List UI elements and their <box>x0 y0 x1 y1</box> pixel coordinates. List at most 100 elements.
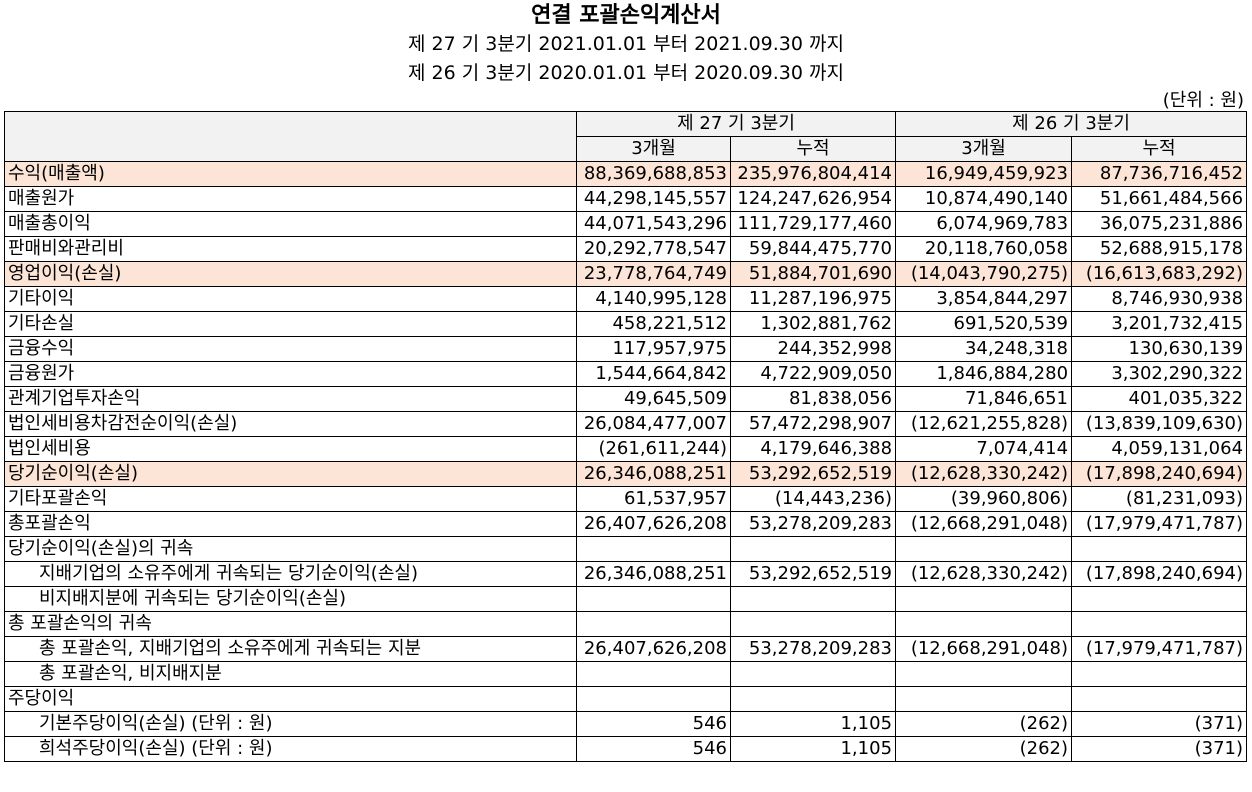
row-value: 53,278,209,283 <box>729 511 897 537</box>
row-label: 주당이익 <box>4 686 577 712</box>
row-value: 26,346,088,251 <box>576 561 731 587</box>
row-value <box>576 611 731 637</box>
row-value: 11,287,196,975 <box>729 286 897 312</box>
row-label: 비지배지분에 귀속되는 당기순이익(손실) <box>4 586 577 612</box>
row-label: 법인세비용 <box>4 436 577 462</box>
row-value <box>1071 686 1248 712</box>
row-value: (12,628,330,242) <box>895 461 1073 487</box>
row-value: 20,292,778,547 <box>576 236 731 262</box>
row-value: (17,898,240,694) <box>1071 461 1248 487</box>
row-value <box>895 611 1073 637</box>
row-value <box>895 586 1073 612</box>
row-value <box>1071 586 1248 612</box>
row-value: 8,746,930,938 <box>1071 286 1248 312</box>
row-value: 26,346,088,251 <box>576 461 731 487</box>
row-value: 458,221,512 <box>576 311 731 337</box>
row-value: 546 <box>576 736 731 762</box>
row-value: 34,248,318 <box>895 336 1073 362</box>
table-row: 당기순이익(손실) 26,346,088,251 53,292,652,519 (12… <box>4 461 1248 487</box>
header-p27-cum: 누적 <box>729 136 897 162</box>
row-value: 53,292,652,519 <box>729 461 897 487</box>
row-value: (262) <box>895 711 1073 737</box>
row-value: 3,854,844,297 <box>895 286 1073 312</box>
row-value: 4,140,995,128 <box>576 286 731 312</box>
row-value: 87,736,716,452 <box>1071 161 1248 187</box>
row-label: 기타포괄손익 <box>4 486 577 512</box>
table-row: 금융원가 1,544,664,842 4,722,909,050 1,846,884,… <box>4 361 1248 387</box>
row-value <box>729 686 897 712</box>
row-value: 1,105 <box>729 736 897 762</box>
row-value <box>1071 611 1248 637</box>
row-value: 4,722,909,050 <box>729 361 897 387</box>
table-row: 관계기업투자손익 49,645,509 81,838,056 71,846,651 40… <box>4 386 1248 412</box>
row-value: 130,630,139 <box>1071 336 1248 362</box>
row-value: 4,179,646,388 <box>729 436 897 462</box>
row-value: (17,898,240,694) <box>1071 561 1248 587</box>
header-p27: 제 27 기 3분기 <box>575 111 897 137</box>
table-row: 희석주당이익(손실) (단위 : 원) 546 1,105 (262) (371) <box>4 736 1248 762</box>
row-value <box>729 586 897 612</box>
table-row: 매출총이익 44,071,543,296 111,729,177,460 6,074,… <box>4 211 1248 237</box>
prior-period: 제 26 기 3분기 2020.01.01 부터 2020.09.30 까지 <box>408 62 844 84</box>
row-value: 401,035,322 <box>1071 386 1248 412</box>
row-label: 매출원가 <box>4 186 577 212</box>
row-value: 235,976,804,414 <box>729 161 897 187</box>
statement-title: 연결 포괄손익계산서 <box>531 3 721 28</box>
row-value <box>729 536 897 562</box>
row-value: 81,838,056 <box>729 386 897 412</box>
row-value: 52,688,915,178 <box>1071 236 1248 262</box>
row-value: (12,628,330,242) <box>895 561 1073 587</box>
row-value: 16,949,459,923 <box>895 161 1073 187</box>
row-value: 691,520,539 <box>895 311 1073 337</box>
income-statement-table: 제 27 기 3분기 제 26 기 3분기 3개월 누적 3개월 누적 수익(매… <box>4 111 1248 762</box>
row-label: 법인세비용차감전순이익(손실) <box>4 411 577 437</box>
row-value: (13,839,109,630) <box>1071 411 1248 437</box>
table-row: 수익(매출액) 88,369,688,853 235,976,804,414 16,9… <box>4 161 1248 187</box>
row-value: 71,846,651 <box>895 386 1073 412</box>
row-value: 26,407,626,208 <box>576 636 731 662</box>
row-value: (39,960,806) <box>895 486 1073 512</box>
row-label: 판매비와관리비 <box>4 236 577 262</box>
row-label: 총 포괄손익, 지배기업의 소유주에게 귀속되는 지분 <box>4 636 577 662</box>
row-value: (371) <box>1071 711 1248 737</box>
row-value: 36,075,231,886 <box>1071 211 1248 237</box>
row-value: 1,846,884,280 <box>895 361 1073 387</box>
row-value: 59,844,475,770 <box>729 236 897 262</box>
table-row: 당기순이익(손실)의 귀속 <box>4 536 1248 562</box>
row-value: 6,074,969,783 <box>895 211 1073 237</box>
statement-body: 수익(매출액) 88,369,688,853 235,976,804,414 16,9… <box>4 161 1248 762</box>
row-label: 총포괄손익 <box>4 511 577 537</box>
table-row: 기타포괄손익 61,537,957 (14,443,236) (39,960,806)… <box>4 486 1248 512</box>
row-value: 51,884,701,690 <box>729 261 897 287</box>
header-p26: 제 26 기 3분기 <box>895 111 1248 137</box>
row-value: 3,302,290,322 <box>1071 361 1248 387</box>
row-value: 44,298,145,557 <box>576 186 731 212</box>
row-value: 23,778,764,749 <box>576 261 731 287</box>
row-value: 7,074,414 <box>895 436 1073 462</box>
row-label: 영업이익(손실) <box>4 261 577 287</box>
row-label: 총 포괄손익, 비지배지분 <box>4 661 577 687</box>
table-row: 영업이익(손실) 23,778,764,749 51,884,701,690 (14,… <box>4 261 1248 287</box>
row-value: 51,661,484,566 <box>1071 186 1248 212</box>
header-p26-3m: 3개월 <box>895 136 1073 162</box>
table-row: 지배기업의 소유주에게 귀속되는 당기순이익(손실) 26,346,088,251… <box>4 561 1248 587</box>
row-value: 244,352,998 <box>729 336 897 362</box>
current-period: 제 27 기 3분기 2021.01.01 부터 2021.09.30 까지 <box>408 33 844 55</box>
table-row: 기본주당이익(손실) (단위 : 원) 546 1,105 (262) (371) <box>4 711 1248 737</box>
row-value: 61,537,957 <box>576 486 731 512</box>
row-label: 기본주당이익(손실) (단위 : 원) <box>4 711 577 737</box>
row-value: (14,043,790,275) <box>895 261 1073 287</box>
row-value: 10,874,490,140 <box>895 186 1073 212</box>
table-row: 법인세비용 (261,611,244) 4,179,646,388 7,074,414… <box>4 436 1248 462</box>
row-label: 희석주당이익(손실) (단위 : 원) <box>4 736 577 762</box>
row-value <box>576 661 731 687</box>
row-label: 매출총이익 <box>4 211 577 237</box>
row-label: 금융원가 <box>4 361 577 387</box>
row-value: (12,668,291,048) <box>895 511 1073 537</box>
row-value: (17,979,471,787) <box>1071 511 1248 537</box>
row-value: 1,302,881,762 <box>729 311 897 337</box>
row-label: 수익(매출액) <box>4 161 577 187</box>
row-value <box>729 611 897 637</box>
table-row: 매출원가 44,298,145,557 124,247,626,954 10,874,… <box>4 186 1248 212</box>
row-value <box>576 686 731 712</box>
